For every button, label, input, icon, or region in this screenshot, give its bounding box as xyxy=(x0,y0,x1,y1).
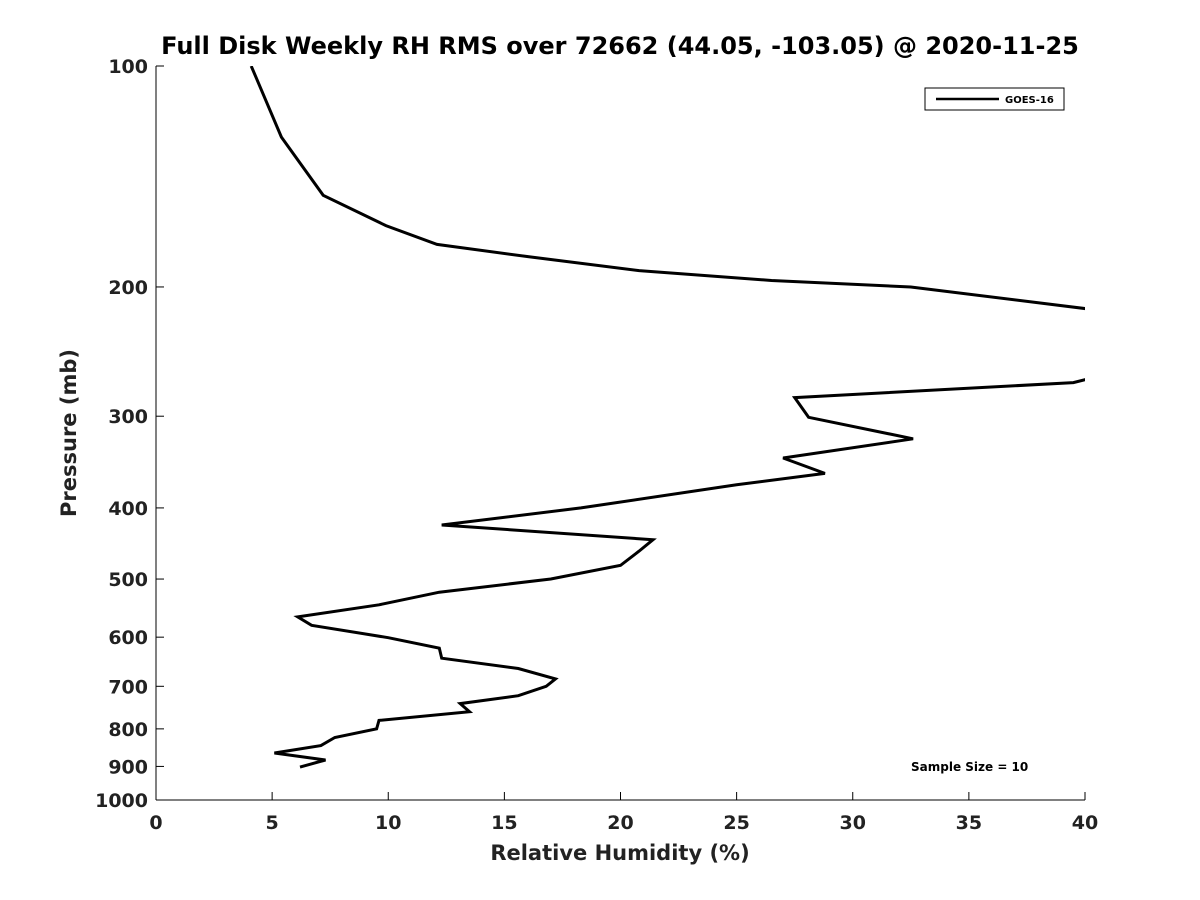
x-tick-label: 15 xyxy=(491,812,517,834)
y-tick-label: 1000 xyxy=(95,790,148,812)
y-tick-label: 100 xyxy=(108,56,148,78)
series-line-goes-16 xyxy=(249,66,1085,769)
x-tick-label: 0 xyxy=(149,812,162,834)
x-tick-label: 5 xyxy=(266,812,279,834)
y-tick-label: 600 xyxy=(108,627,148,649)
data-series xyxy=(249,66,1085,769)
x-tick-label: 30 xyxy=(840,812,866,834)
x-tick-label: 20 xyxy=(607,812,633,834)
chart-title: Full Disk Weekly RH RMS over 72662 (44.0… xyxy=(161,32,1079,60)
y-tick-label: 900 xyxy=(108,756,148,778)
x-tick-label: 40 xyxy=(1072,812,1098,834)
x-tick-label: 10 xyxy=(375,812,401,834)
y-tick-label: 500 xyxy=(108,569,148,591)
y-tick-label: 200 xyxy=(108,277,148,299)
x-tick-label: 35 xyxy=(956,812,982,834)
plot-area xyxy=(156,66,1085,800)
sample-size-annotation: Sample Size = 10 xyxy=(911,760,1028,774)
x-axis-label: Relative Humidity (%) xyxy=(490,841,749,865)
y-axis-label: Pressure (mb) xyxy=(57,349,81,517)
y-tick-label: 300 xyxy=(108,406,148,428)
x-tick-label: 25 xyxy=(723,812,749,834)
y-tick-label: 400 xyxy=(108,498,148,520)
axis-ticks: 0 5 10 15 20 25 30 35 40 100 200 300 400 500 600 700 800… xyxy=(95,56,1098,834)
y-tick-label: 700 xyxy=(108,676,148,698)
legend-entry-goes-16: GOES-16 xyxy=(1005,95,1054,106)
legend: GOES-16 xyxy=(924,87,1065,111)
y-tick-label: 800 xyxy=(108,719,148,741)
